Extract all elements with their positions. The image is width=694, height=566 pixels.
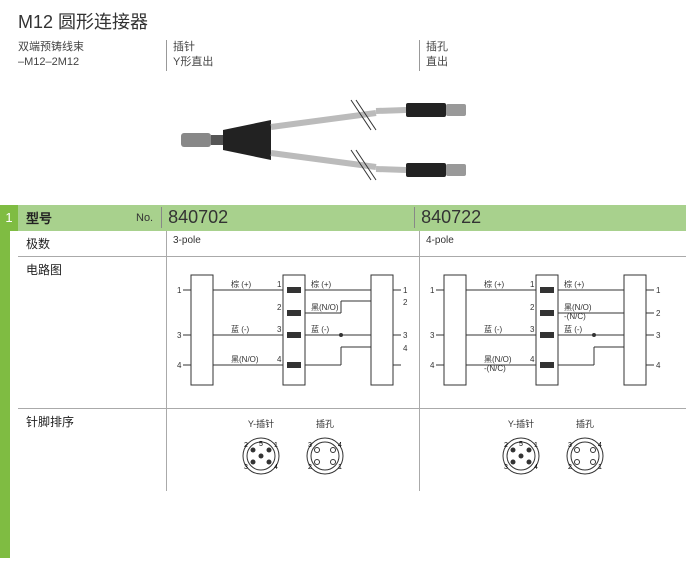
page-title: M12 圆形连接器 (18, 8, 686, 34)
svg-text:4: 4 (534, 464, 538, 471)
pin-block: Y-插针 2 1 3 4 5 (239, 417, 283, 483)
svg-text:棕 (+): 棕 (+) (484, 279, 505, 289)
svg-text:1: 1 (530, 280, 535, 289)
svg-text:棕 (+): 棕 (+) (311, 279, 332, 289)
poles-label: 极数 (18, 231, 166, 256)
svg-text:3: 3 (656, 331, 661, 340)
svg-text:2: 2 (403, 298, 408, 307)
svg-text:2: 2 (308, 464, 312, 471)
header-col-2: 插针 Y形直出 (166, 40, 419, 71)
svg-text:5: 5 (259, 441, 263, 448)
svg-text:3: 3 (430, 331, 435, 340)
header-text: 双端预铸线束 (18, 40, 166, 55)
svg-text:黑(N/O): 黑(N/O) (231, 355, 259, 364)
connector-icon: 3 4 2 1 (563, 434, 607, 478)
pin-label: 插孔 (563, 417, 607, 430)
svg-text:棕 (+): 棕 (+) (564, 279, 585, 289)
circuit-label: 电路图 (18, 257, 166, 408)
svg-text:蓝 (-): 蓝 (-) (484, 324, 503, 334)
svg-text:1: 1 (430, 286, 435, 295)
model-value-1: 840702 (161, 207, 414, 228)
svg-text:2: 2 (656, 309, 661, 318)
product-photo-area (18, 75, 686, 205)
svg-text:3: 3 (244, 464, 248, 471)
svg-text:4: 4 (274, 464, 278, 471)
poles-row: 极数 3-pole 4-pole (18, 231, 686, 257)
svg-text:黑(N/O): 黑(N/O) (564, 303, 592, 312)
header-text: 插孔 (426, 40, 686, 55)
svg-text:4: 4 (430, 361, 435, 370)
header-text: –M12–2M12 (18, 55, 166, 70)
svg-text:黑(N/O): 黑(N/O) (311, 303, 339, 312)
svg-text:2: 2 (530, 303, 535, 312)
header-text: Y形直出 (173, 55, 419, 70)
svg-text:-(N/C): -(N/C) (484, 364, 506, 373)
svg-text:蓝 (-): 蓝 (-) (564, 324, 583, 334)
pinorder-row: 针脚排序 Y-插针 2 1 3 4 5 插孔 3 4 2 1 (18, 409, 686, 491)
pin-block: Y-插针 2 1 3 4 5 (499, 417, 543, 483)
pin-block: 插孔 3 4 2 1 (303, 417, 347, 483)
svg-text:4: 4 (530, 355, 535, 364)
svg-text:3: 3 (504, 464, 508, 471)
svg-text:4: 4 (338, 442, 342, 449)
pinorder-cell-2: Y-插针 2 1 3 4 5 插孔 3 4 2 1 (419, 409, 686, 491)
svg-text:1: 1 (403, 286, 408, 295)
svg-text:2: 2 (504, 442, 508, 449)
model-band: 1 型号 No. 840702 840722 (18, 205, 686, 231)
svg-text:蓝 (-): 蓝 (-) (231, 324, 250, 334)
svg-text:1: 1 (274, 442, 278, 449)
pin-label: Y-插针 (239, 417, 283, 430)
header-col-3: 插孔 直出 (419, 40, 686, 71)
svg-text:4: 4 (598, 442, 602, 449)
svg-text:3: 3 (277, 325, 282, 334)
svg-text:棕 (+): 棕 (+) (231, 279, 252, 289)
svg-text:1: 1 (277, 280, 282, 289)
pinorder-cell-1: Y-插针 2 1 3 4 5 插孔 3 4 2 1 (166, 409, 419, 491)
svg-text:3: 3 (568, 442, 572, 449)
header-text: 插针 (173, 40, 419, 55)
svg-text:1: 1 (534, 442, 538, 449)
side-accent-bar (0, 228, 10, 558)
row-number: 1 (0, 205, 18, 231)
poles-value-1: 3-pole (166, 231, 419, 256)
svg-text:1: 1 (338, 464, 342, 471)
svg-text:3: 3 (177, 331, 182, 340)
header-columns: 双端预铸线束 –M12–2M12 插针 Y形直出 插孔 直出 (18, 40, 686, 71)
header-col-1: 双端预铸线束 –M12–2M12 (18, 40, 166, 71)
svg-text:1: 1 (656, 286, 661, 295)
svg-text:-(N/C): -(N/C) (564, 312, 586, 321)
pin-label: Y-插针 (499, 417, 543, 430)
connector-icon: 2 1 3 4 5 (499, 434, 543, 478)
svg-text:4: 4 (403, 344, 408, 353)
svg-text:4: 4 (656, 361, 661, 370)
svg-text:5: 5 (519, 441, 523, 448)
svg-text:3: 3 (530, 325, 535, 334)
circuit-diagram-2: 134 1234 1234 棕 (+) 蓝 (-) 黑(N/O) -(N/C) … (419, 257, 686, 408)
circuit-row: 电路图 (18, 257, 686, 409)
svg-text:1: 1 (598, 464, 602, 471)
pin-label: 插孔 (303, 417, 347, 430)
svg-text:黑(N/O): 黑(N/O) (484, 355, 512, 364)
connector-icon: 3 4 2 1 (303, 434, 347, 478)
circuit-svg-1: 1 3 4 1 2 3 4 1 2 3 4 棕 (+) 蓝 (-) 黑(N/O) 棕 (+) 黑… (171, 265, 411, 395)
product-photo-icon (176, 85, 496, 195)
no-label: No. (136, 212, 153, 224)
pinorder-label: 针脚排序 (18, 409, 166, 491)
svg-text:3: 3 (403, 331, 408, 340)
svg-text:2: 2 (244, 442, 248, 449)
model-value-2: 840722 (414, 207, 686, 228)
circuit-svg-2: 134 1234 1234 棕 (+) 蓝 (-) 黑(N/O) -(N/C) … (424, 265, 664, 395)
svg-text:蓝 (-): 蓝 (-) (311, 324, 330, 334)
header-text: 直出 (426, 55, 686, 70)
svg-text:2: 2 (277, 303, 282, 312)
circuit-diagram-1: 1 3 4 1 2 3 4 1 2 3 4 棕 (+) 蓝 (-) 黑(N/O) 棕 (+) 黑… (166, 257, 419, 408)
svg-text:1: 1 (177, 286, 182, 295)
svg-text:4: 4 (177, 361, 182, 370)
svg-text:2: 2 (568, 464, 572, 471)
svg-text:3: 3 (308, 442, 312, 449)
connector-icon: 2 1 3 4 5 (239, 434, 283, 478)
poles-value-2: 4-pole (419, 231, 686, 256)
svg-text:4: 4 (277, 355, 282, 364)
pin-block: 插孔 3 4 2 1 (563, 417, 607, 483)
